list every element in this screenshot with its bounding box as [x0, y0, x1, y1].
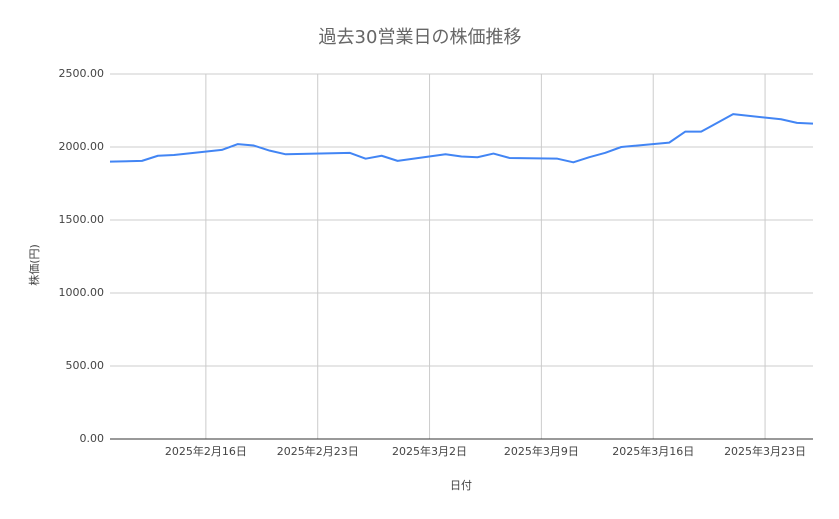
x-tick-label: 2025年3月9日 — [504, 444, 579, 458]
x-axis-label: 日付 — [450, 479, 472, 492]
y-tick-label: 1000.00 — [59, 286, 105, 299]
y-tick-label: 2500.00 — [59, 67, 105, 80]
x-tick-label: 2025年2月16日 — [165, 444, 247, 458]
x-tick-label: 2025年3月16日 — [612, 444, 694, 458]
y-tick-label: 1500.00 — [59, 213, 105, 226]
x-tick-label: 2025年3月2日 — [392, 444, 467, 458]
y-tick-label: 0.00 — [80, 432, 105, 445]
x-tick-label: 2025年3月23日 — [724, 444, 806, 458]
x-tick-label: 2025年2月23日 — [277, 444, 359, 458]
y-axis-label: 株価(円) — [27, 244, 41, 286]
data-line — [109, 113, 814, 164]
y-tick-label: 500.00 — [66, 359, 105, 372]
y-tick-label: 2000.00 — [59, 140, 105, 153]
chart-title: 過去30営業日の株価推移 — [319, 27, 522, 48]
